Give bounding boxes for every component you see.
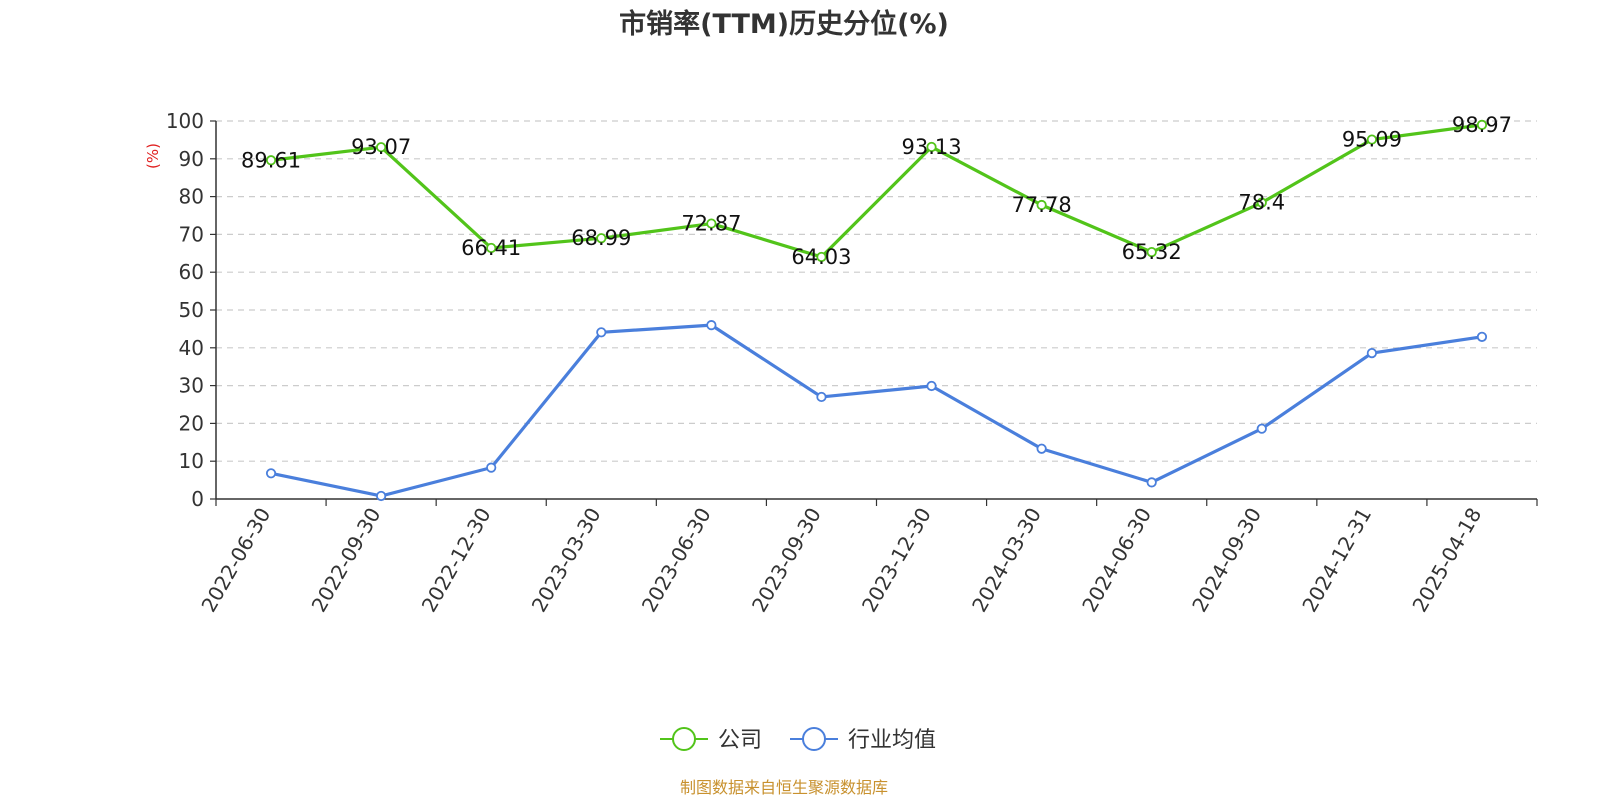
data-label: 93.13: [901, 135, 961, 159]
y-tick-label: 100: [166, 109, 204, 133]
data-point[interactable]: [816, 251, 827, 263]
data-point[interactable]: [596, 233, 607, 244]
grid-lines: [216, 120, 1537, 462]
series-line-0: [269, 123, 1484, 259]
data-label: 77.78: [1012, 193, 1072, 217]
data-point[interactable]: [1146, 477, 1157, 488]
y-tick-label: 60: [179, 260, 204, 284]
x-tick-label: 2022-09-30: [307, 504, 386, 617]
y-axis-label: (%): [144, 143, 162, 169]
data-point[interactable]: [1036, 199, 1047, 211]
data-point[interactable]: [926, 380, 937, 392]
data-point[interactable]: [486, 242, 497, 254]
data-point[interactable]: [1366, 347, 1377, 359]
data-point[interactable]: [596, 327, 607, 338]
y-tick-label: 90: [179, 147, 204, 171]
data-point[interactable]: [1476, 331, 1488, 342]
data-label: 68.99: [571, 226, 631, 250]
data-point[interactable]: [1476, 119, 1488, 130]
data-point[interactable]: [1146, 246, 1157, 258]
y-tick-label: 10: [179, 449, 204, 473]
data-point[interactable]: [1256, 423, 1267, 434]
data-point[interactable]: [706, 320, 717, 331]
data-label: 65.32: [1122, 240, 1182, 264]
axes: 0 10 20 30 40 50 60 70 80 90 100 2022-06-30 2022-09-…: [166, 109, 1538, 617]
y-tick-label: 30: [179, 374, 204, 398]
legend-marker: [802, 727, 826, 751]
series-line-1: [269, 323, 1484, 498]
data-point[interactable]: [1036, 443, 1047, 454]
data-label: 95.09: [1342, 128, 1402, 152]
data-point[interactable]: [926, 141, 937, 153]
x-tick-label: 2024-03-30: [967, 504, 1046, 617]
data-point[interactable]: [265, 155, 277, 166]
y-tick-label: 20: [179, 411, 204, 435]
series-lines: [265, 119, 1488, 502]
data-label: 78.4: [1238, 191, 1285, 215]
x-tick-label: 2024-09-30: [1187, 504, 1266, 617]
legend-label: 行业均值: [848, 728, 936, 753]
x-tick-label: 2022-06-30: [196, 504, 275, 617]
data-label: 64.03: [791, 245, 851, 269]
data-label: 89.61: [241, 148, 301, 172]
data-point[interactable]: [376, 142, 387, 153]
data-label: 98.97: [1452, 113, 1512, 137]
y-tick-label: 50: [179, 298, 204, 322]
legend-item-0[interactable]: 公司: [660, 727, 762, 753]
x-tick-label: 2023-12-30: [857, 504, 936, 617]
x-tick-label: 2022-12-30: [417, 504, 496, 617]
x-tick-label: 2023-09-30: [747, 504, 826, 617]
y-tick-label: 80: [179, 185, 204, 209]
data-label: 66.41: [461, 236, 521, 260]
data-point[interactable]: [376, 490, 387, 502]
data-point[interactable]: [486, 462, 497, 473]
data-label: 93.07: [351, 135, 411, 159]
legend-marker: [672, 727, 696, 751]
x-tick-label: 2023-03-30: [527, 504, 606, 617]
y-tick-label: 70: [179, 222, 204, 246]
data-point[interactable]: [816, 391, 827, 403]
x-tick-label: 2024-06-30: [1077, 504, 1156, 617]
x-tick-label: 2023-06-30: [637, 504, 716, 617]
x-tick-label: 2024-12-31: [1297, 504, 1376, 617]
data-point[interactable]: [265, 468, 277, 479]
legend-item-1[interactable]: 行业均值: [790, 727, 936, 753]
data-labels: 89.61 93.07 66.41 68.99 72.87 64.03 93.13 77.78…: [241, 113, 1512, 269]
chart-title: 市销率(TTM)历史分位(%): [619, 8, 949, 40]
data-point[interactable]: [1256, 197, 1267, 208]
data-label: 72.87: [681, 212, 741, 236]
source-note: 制图数据来自恒生聚源数据库: [680, 778, 888, 797]
y-tick-label: 40: [179, 336, 204, 360]
x-tick-label: 2025-04-18: [1407, 504, 1486, 617]
y-tick-label: 0: [191, 487, 204, 511]
legend[interactable]: 公司 行业均值: [660, 727, 936, 753]
data-point[interactable]: [706, 218, 717, 229]
data-point[interactable]: [1366, 134, 1377, 145]
legend-label: 公司: [718, 728, 762, 753]
